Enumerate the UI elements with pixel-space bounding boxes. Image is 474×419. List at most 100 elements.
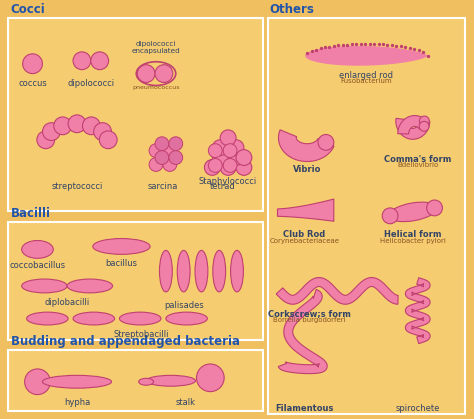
Circle shape [155, 65, 173, 83]
Text: Streptobacilli: Streptobacilli [113, 331, 169, 339]
Ellipse shape [93, 238, 150, 254]
Text: Bdellovibrio: Bdellovibrio [397, 163, 438, 168]
Circle shape [169, 137, 182, 151]
Ellipse shape [213, 251, 226, 292]
Circle shape [228, 140, 244, 155]
Ellipse shape [146, 375, 195, 386]
Circle shape [204, 160, 220, 175]
Circle shape [94, 123, 111, 140]
Circle shape [236, 160, 252, 175]
Text: Helicobacter pylori: Helicobacter pylori [380, 238, 446, 243]
Ellipse shape [139, 378, 154, 385]
Circle shape [197, 364, 224, 392]
Circle shape [149, 158, 163, 171]
Text: Comma's form: Comma's form [384, 155, 451, 163]
Circle shape [155, 151, 169, 165]
Text: spirochete: spirochete [396, 404, 440, 414]
Circle shape [169, 151, 182, 165]
Ellipse shape [166, 312, 207, 325]
Text: bacillus: bacillus [105, 259, 137, 268]
Circle shape [223, 144, 237, 158]
Ellipse shape [22, 279, 67, 293]
Circle shape [43, 123, 60, 140]
Text: tetrad: tetrad [210, 182, 235, 191]
Circle shape [68, 115, 86, 133]
Circle shape [209, 158, 222, 172]
Circle shape [236, 150, 252, 166]
Ellipse shape [389, 202, 437, 222]
Ellipse shape [67, 279, 112, 293]
Polygon shape [405, 278, 430, 344]
Text: Club Rod: Club Rod [283, 230, 325, 239]
Circle shape [419, 122, 429, 131]
Circle shape [91, 52, 109, 70]
Ellipse shape [119, 312, 161, 325]
Circle shape [223, 158, 237, 172]
Text: Vibrio: Vibrio [293, 166, 321, 174]
Text: Fusobacterium: Fusobacterium [341, 78, 392, 83]
Bar [8, 350, 263, 411]
Ellipse shape [27, 312, 68, 325]
Circle shape [155, 137, 169, 151]
Text: dipolococci: dipolococci [67, 78, 114, 88]
Circle shape [318, 134, 334, 150]
Text: Staphylococci: Staphylococci [199, 177, 257, 186]
Text: sarcina: sarcina [148, 182, 178, 191]
Text: Borrelia burgodorferi: Borrelia burgodorferi [273, 317, 346, 323]
Circle shape [73, 52, 91, 70]
Circle shape [228, 150, 244, 166]
Circle shape [137, 65, 155, 83]
Text: enlarged rod: enlarged rod [339, 71, 393, 80]
Polygon shape [279, 130, 334, 161]
Text: stalk: stalk [176, 398, 196, 406]
Polygon shape [277, 199, 334, 221]
Ellipse shape [42, 375, 111, 388]
Circle shape [149, 144, 163, 158]
Circle shape [25, 369, 50, 395]
Circle shape [220, 130, 236, 146]
Circle shape [382, 208, 398, 224]
Circle shape [163, 158, 177, 171]
Ellipse shape [195, 251, 208, 292]
Circle shape [220, 160, 236, 175]
Text: palisades: palisades [164, 301, 203, 310]
Text: Filamentous: Filamentous [275, 404, 333, 414]
Circle shape [209, 144, 222, 158]
Ellipse shape [73, 312, 115, 325]
Text: Budding and appendaged bacteria: Budding and appendaged bacteria [11, 335, 240, 348]
Bar [268, 18, 465, 414]
Circle shape [54, 117, 72, 135]
Text: coccus: coccus [18, 78, 47, 88]
Polygon shape [278, 290, 327, 374]
Circle shape [212, 150, 228, 166]
Circle shape [100, 131, 117, 149]
Circle shape [212, 140, 228, 155]
Ellipse shape [159, 251, 173, 292]
Polygon shape [398, 116, 428, 134]
Ellipse shape [230, 251, 244, 292]
Circle shape [220, 140, 236, 155]
Text: pneumococcus: pneumococcus [132, 85, 180, 91]
Ellipse shape [22, 241, 53, 258]
Text: streptococci: streptococci [51, 182, 103, 191]
Text: dipolococci
encapsulated: dipolococci encapsulated [132, 41, 181, 54]
Bar [8, 222, 263, 340]
Circle shape [427, 200, 442, 216]
Circle shape [82, 117, 100, 135]
Text: Corkscrew;s form: Corkscrew;s form [268, 309, 351, 318]
Text: Helical form: Helical form [384, 230, 442, 239]
Text: Cocci: Cocci [11, 3, 46, 16]
Text: diplobacilli: diplobacilli [45, 298, 90, 307]
Circle shape [37, 131, 55, 149]
Text: Corynebacteriaceae: Corynebacteriaceae [269, 238, 339, 243]
Text: Bacilli: Bacilli [11, 207, 51, 220]
Polygon shape [276, 277, 398, 304]
Polygon shape [305, 46, 428, 66]
Circle shape [419, 116, 429, 126]
Polygon shape [396, 118, 430, 139]
Text: hypha: hypha [64, 398, 90, 406]
Text: coccobacillus: coccobacillus [9, 261, 65, 270]
Ellipse shape [177, 251, 190, 292]
Bar [8, 18, 263, 211]
Text: Others: Others [270, 3, 314, 16]
